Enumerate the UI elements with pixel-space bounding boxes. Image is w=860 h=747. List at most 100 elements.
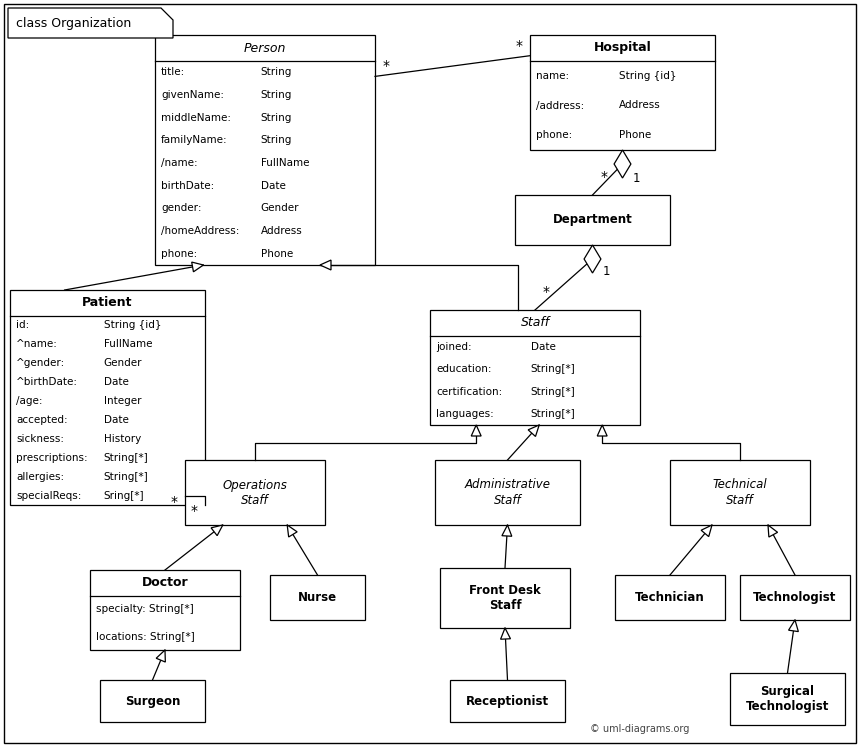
Text: FullName: FullName: [261, 158, 309, 168]
Text: *: *: [191, 504, 198, 518]
Text: String[*]: String[*]: [531, 365, 575, 374]
Text: String {id}: String {id}: [103, 320, 161, 330]
Text: String[*]: String[*]: [103, 453, 148, 462]
Text: certification:: certification:: [436, 387, 502, 397]
Text: String: String: [261, 90, 292, 100]
Text: locations: String[*]: locations: String[*]: [96, 631, 194, 642]
Polygon shape: [789, 620, 798, 631]
Text: Surgeon: Surgeon: [125, 695, 181, 707]
Text: 1: 1: [603, 265, 610, 278]
Bar: [515, 195, 670, 245]
Text: Date: Date: [103, 377, 128, 387]
Text: String {id}: String {id}: [619, 71, 676, 81]
Text: Technical
Staff: Technical Staff: [713, 479, 767, 506]
Text: /age:: /age:: [16, 396, 42, 406]
Text: *: *: [600, 170, 607, 184]
Text: allergies:: allergies:: [16, 471, 64, 482]
Text: Operations
Staff: Operations Staff: [223, 479, 287, 506]
Polygon shape: [8, 8, 173, 38]
Bar: [730, 673, 845, 725]
Text: String: String: [261, 113, 292, 123]
Text: ^gender:: ^gender:: [16, 359, 65, 368]
Text: Phone: Phone: [261, 249, 293, 258]
Text: History: History: [103, 434, 141, 444]
Text: languages:: languages:: [436, 409, 494, 419]
Polygon shape: [584, 245, 601, 273]
Bar: [440, 568, 570, 628]
Text: FullName: FullName: [103, 339, 152, 350]
Polygon shape: [701, 525, 712, 536]
Text: Nurse: Nurse: [298, 591, 337, 604]
Text: familyName:: familyName:: [161, 135, 228, 146]
Text: String[*]: String[*]: [531, 409, 575, 419]
Bar: [90, 570, 240, 650]
Polygon shape: [597, 425, 607, 436]
Text: Address: Address: [619, 101, 660, 111]
Text: Integer: Integer: [103, 396, 141, 406]
Text: /address:: /address:: [536, 101, 584, 111]
Bar: [100, 680, 205, 722]
Bar: [435, 460, 580, 525]
Text: Hospital: Hospital: [593, 42, 651, 55]
Text: birthDate:: birthDate:: [161, 181, 214, 190]
Text: specialty: String[*]: specialty: String[*]: [96, 604, 194, 615]
Text: /homeAddress:: /homeAddress:: [161, 226, 239, 236]
Text: String: String: [261, 67, 292, 78]
Text: *: *: [516, 39, 523, 53]
Text: phone:: phone:: [161, 249, 197, 258]
Bar: [270, 575, 365, 620]
Text: givenName:: givenName:: [161, 90, 224, 100]
Text: middleName:: middleName:: [161, 113, 231, 123]
Text: Patient: Patient: [83, 297, 132, 309]
Text: Receptionist: Receptionist: [466, 695, 549, 707]
Text: ^birthDate:: ^birthDate:: [16, 377, 78, 387]
Text: id:: id:: [16, 320, 29, 330]
Polygon shape: [501, 628, 511, 639]
Text: ^name:: ^name:: [16, 339, 58, 350]
Text: specialReqs:: specialReqs:: [16, 491, 82, 500]
Text: Gender: Gender: [261, 203, 299, 214]
Text: phone:: phone:: [536, 130, 572, 140]
Text: Surgical
Technologist: Surgical Technologist: [746, 685, 829, 713]
Text: class Organization: class Organization: [16, 16, 132, 29]
Polygon shape: [528, 425, 539, 436]
Polygon shape: [192, 262, 204, 272]
Bar: [155, 35, 375, 265]
Text: String[*]: String[*]: [531, 387, 575, 397]
Text: Administrative
Staff: Administrative Staff: [464, 479, 550, 506]
Text: sickness:: sickness:: [16, 434, 64, 444]
Text: 1: 1: [632, 172, 640, 185]
Polygon shape: [287, 525, 298, 537]
Text: © uml-diagrams.org: © uml-diagrams.org: [590, 724, 690, 734]
Polygon shape: [157, 650, 165, 662]
Text: *: *: [383, 60, 390, 73]
Text: Technologist: Technologist: [753, 591, 837, 604]
Text: accepted:: accepted:: [16, 415, 68, 425]
Text: title:: title:: [161, 67, 185, 78]
Text: Doctor: Doctor: [142, 577, 188, 589]
Polygon shape: [502, 525, 512, 536]
Text: Gender: Gender: [103, 359, 142, 368]
Text: Date: Date: [103, 415, 128, 425]
Bar: [450, 680, 565, 722]
Text: Technician: Technician: [636, 591, 705, 604]
Text: prescriptions:: prescriptions:: [16, 453, 88, 462]
Text: Phone: Phone: [619, 130, 651, 140]
Polygon shape: [768, 525, 777, 537]
Bar: [430, 310, 640, 425]
Text: String[*]: String[*]: [103, 471, 148, 482]
Bar: [670, 460, 810, 525]
Bar: [740, 575, 850, 620]
Polygon shape: [320, 260, 331, 270]
Text: *: *: [171, 495, 178, 509]
Text: Sring[*]: Sring[*]: [103, 491, 144, 500]
Text: joined:: joined:: [436, 342, 471, 352]
Text: Front Desk
Staff: Front Desk Staff: [469, 584, 541, 612]
Text: education:: education:: [436, 365, 492, 374]
Bar: [185, 460, 325, 525]
Text: Date: Date: [531, 342, 556, 352]
Text: /name:: /name:: [161, 158, 198, 168]
Text: Person: Person: [244, 42, 286, 55]
Text: Address: Address: [261, 226, 303, 236]
Text: Staff: Staff: [520, 317, 550, 329]
